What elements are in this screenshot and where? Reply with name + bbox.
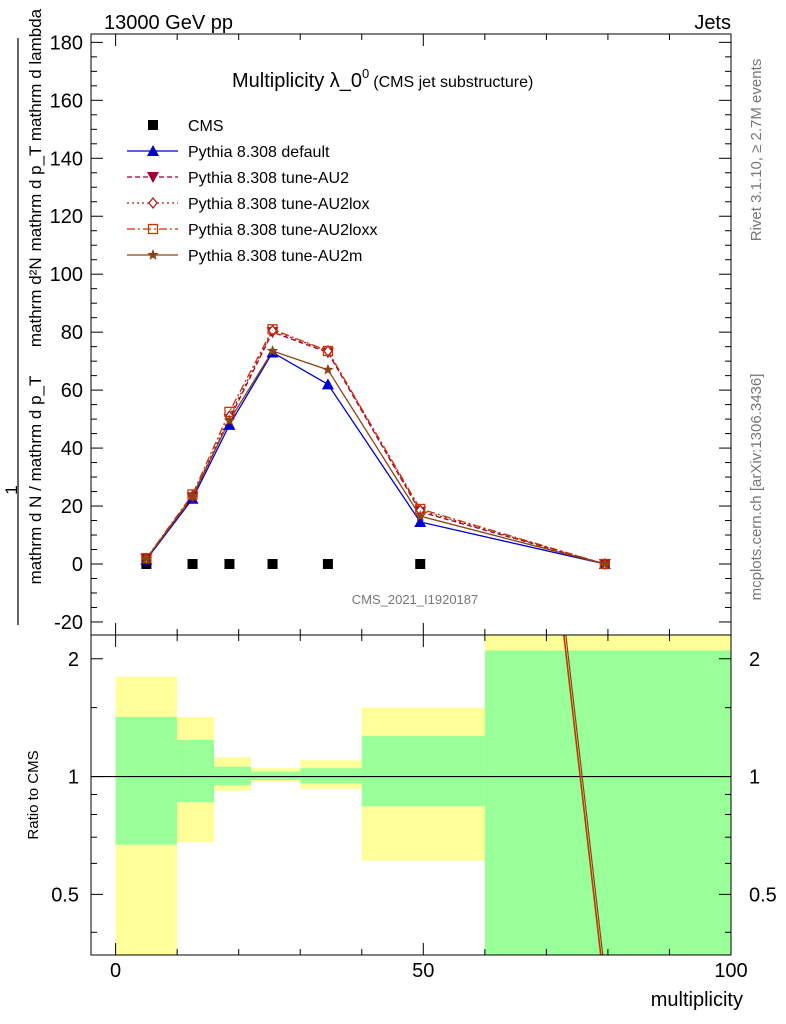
data-point-cms	[322, 559, 333, 569]
legend-label-au2: Pythia 8.308 tune-AU2	[188, 170, 349, 187]
y-tick-label: 160	[50, 90, 83, 112]
x-tick-label: 100	[714, 960, 747, 982]
main-ylabel-one: 1	[2, 485, 21, 494]
data-point-au2loxx	[322, 345, 334, 357]
legend-label-default: Pythia 8.308 default	[188, 144, 330, 161]
y-tick-label: 180	[50, 32, 83, 54]
y-tick-label: 40	[61, 438, 83, 460]
ratio-curve-au2loxx	[563, 634, 602, 956]
data-point-cms	[187, 559, 198, 569]
y-tick-label: 0	[72, 554, 83, 576]
data-point-cms	[224, 559, 235, 569]
main-y-ticks: -20 0 20 40 60 80 100 120 140 160 180	[50, 32, 732, 635]
data-point-au2m	[322, 363, 334, 375]
data-point-au2m	[140, 552, 153, 564]
ratio-plot: 0.5 0.5 1 1 2 2 0 50 100 Ratio to CMS multiplici…	[25, 634, 777, 1011]
ratio-ylabel: Ratio to CMS	[25, 750, 42, 839]
y-tick-label: 60	[61, 380, 83, 402]
data-point-au2loxx	[267, 324, 278, 335]
energy-label: 13000 GeV pp	[104, 12, 233, 34]
y-tick-label: 20	[61, 496, 83, 518]
data-point-au2m	[599, 558, 611, 569]
main-title: Multiplicity λ_00(CMS jet substructure)	[232, 66, 533, 92]
ratio-band-inner	[177, 740, 215, 803]
ratio-y-tick-label: 1	[68, 767, 79, 789]
legend-marker-au2lox	[148, 196, 158, 210]
main-ylabel-numerator: mathrm d²Nmathrm d p_T mathrm d lambda	[26, 8, 45, 347]
ratio-band-inner	[251, 771, 301, 780]
ratio-y-tick-label-right: 2	[749, 649, 760, 671]
legend-label-au2loxx: Pythia 8.308 tune-AU2loxx	[188, 222, 377, 239]
main-ylabel-denominator: mathrm d N / mathrm d p_T	[26, 376, 45, 585]
main-plot: Multiplicity λ_00(CMS jet substructure) …	[2, 8, 732, 636]
legend-label-cms: CMS	[188, 118, 224, 135]
series-line-au2m	[145, 350, 606, 565]
data-point-default	[321, 378, 334, 390]
y-tick-label: -20	[54, 612, 83, 634]
x-axis-label: multiplicity	[651, 989, 743, 1011]
main-ylabel: mathrm d²Nmathrm d p_T mathrm d lambda 1…	[2, 8, 45, 625]
ratio-y-tick-label: 2	[68, 649, 79, 671]
main-series	[140, 324, 611, 571]
legend-marker-au2m	[147, 249, 159, 260]
ratio-band-inner	[300, 768, 362, 784]
ratio-ticks: 0.5 0.5 1 1 2 2 0 50 100	[51, 635, 777, 982]
legend-marker-au2	[147, 172, 159, 183]
mcplots-label: mcplots.cern.ch [arXiv:1306.3436]	[748, 374, 765, 601]
series-line-default	[145, 351, 605, 565]
ratio-band-inner	[115, 716, 178, 845]
y-tick-label: 120	[50, 206, 83, 228]
data-point-au2m	[186, 489, 199, 501]
ratio-band-inner	[484, 650, 731, 955]
process-label: Jets	[694, 12, 731, 34]
data-point-au2m	[223, 414, 236, 426]
legend-marker-cms	[148, 120, 158, 130]
x-tick-label: 0	[110, 960, 121, 982]
data-point-au2m	[414, 510, 426, 521]
ratio-bands	[115, 635, 731, 955]
legend-label-au2lox: Pythia 8.308 tune-AU2lox	[188, 196, 369, 213]
data-point-cms	[415, 559, 426, 569]
y-tick-label: 80	[61, 322, 83, 344]
legend-label-au2m: Pythia 8.308 tune-AU2m	[188, 248, 362, 265]
series-line-au2lox	[145, 329, 606, 565]
ratio-band-inner	[361, 735, 485, 807]
data-point-default	[414, 515, 427, 527]
data-point-cms	[267, 559, 278, 569]
ratio-y-tick-label: 0.5	[51, 884, 79, 906]
legend-marker-au2loxx	[147, 223, 159, 235]
data-point-au2m	[266, 345, 279, 356]
y-tick-label: 140	[50, 148, 83, 170]
legend: CMS Pythia 8.308 default Pythia 8.308 tune…	[127, 118, 377, 265]
ratio-y-tick-label-right: 1	[749, 767, 760, 789]
watermark-label: CMS_2021_I1920187	[352, 592, 479, 607]
ratio-lines	[91, 634, 731, 956]
rivet-label: Rivet 3.1.10, ≥ 2.7M events	[748, 59, 765, 242]
legend-marker-default	[147, 145, 159, 156]
x-tick-label: 50	[412, 960, 434, 982]
ratio-y-tick-label-right: 0.5	[749, 884, 777, 906]
ratio-frame	[90, 634, 732, 956]
main-frame	[90, 33, 732, 636]
y-tick-label: 100	[50, 264, 83, 286]
ratio-curve-au2m	[565, 634, 604, 956]
